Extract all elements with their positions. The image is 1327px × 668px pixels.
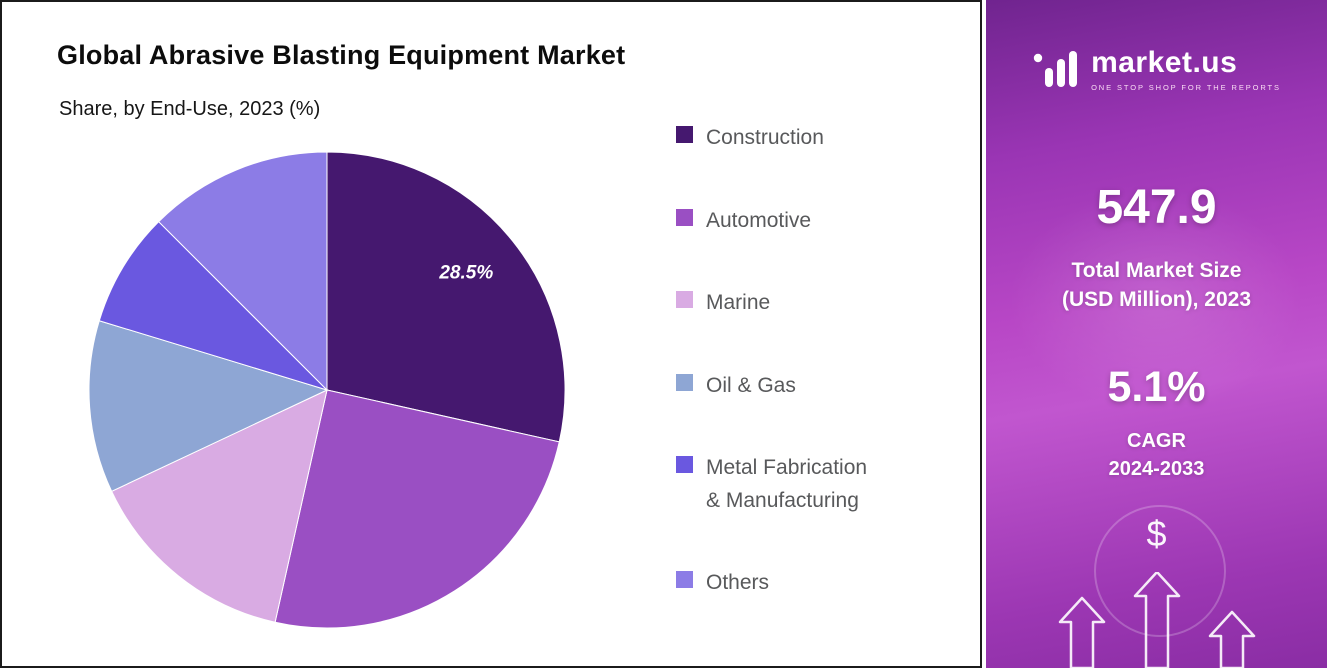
brand: market.us ONE STOP SHOP FOR THE REPORTS: [986, 46, 1327, 92]
legend-swatch: [676, 571, 693, 589]
pie-data-label: 28.5%: [438, 262, 493, 283]
legend-item-metal-fabrication-manufacturing: Metal Fabrication & Manufacturing: [676, 452, 867, 517]
sidebar: market.us ONE STOP SHOP FOR THE REPORTS …: [986, 0, 1327, 668]
legend-swatch: [676, 373, 693, 391]
legend-label: Marine: [706, 291, 771, 315]
marketus-logo-icon: [1033, 51, 1078, 87]
brand-tagline: ONE STOP SHOP FOR THE REPORTS: [1091, 83, 1281, 92]
pie-slice-others: [158, 151, 328, 392]
legend-item-construction: Construction: [676, 122, 867, 155]
pie-slice-metal-fabrication-manufacturing: [98, 221, 328, 391]
legend-item-others: Others: [676, 567, 867, 600]
cagr-label-line2: 2024-2033: [1108, 457, 1205, 480]
legend-item-marine: Marine: [676, 287, 867, 320]
legend-label: Automotive: [706, 208, 812, 232]
pie-slice-oil-gas: [88, 320, 329, 493]
legend-swatch: [676, 291, 693, 309]
legend-label: Metal Fabrication & Manufacturing: [706, 456, 868, 512]
legend-label: Oil & Gas: [706, 373, 796, 397]
legend-swatch: [676, 456, 693, 474]
dollar-icon: $: [1146, 513, 1167, 555]
brand-text: market.us ONE STOP SHOP FOR THE REPORTS: [1091, 46, 1281, 92]
legend-item-automotive: Automotive: [676, 205, 867, 238]
pie-slice-construction: [326, 151, 566, 443]
legend-label: Others: [706, 571, 770, 595]
market-size-value: 547.9: [1096, 181, 1217, 234]
market-size-label-line1: Total Market Size: [1071, 259, 1242, 282]
pie-slice-marine: [110, 389, 328, 623]
cagr-value: 5.1%: [1107, 362, 1206, 411]
cagr-label-line1: CAGR: [1127, 429, 1186, 452]
legend-swatch: [676, 208, 693, 226]
chart-title: Global Abrasive Blasting Equipment Marke…: [57, 40, 626, 70]
legend-swatch: [676, 126, 693, 143]
pie-slice-automotive: [274, 389, 560, 629]
chart-subtitle: Share, by End-Use, 2023 (%): [59, 98, 321, 120]
legend-label: Construction: [706, 126, 824, 149]
brand-name: market.us: [1091, 46, 1238, 79]
growth-arrows-icon: [1058, 572, 1255, 668]
legend: Construction Automotive Marine Oil & Gas Met…: [676, 122, 867, 600]
pie-chart: 28.5%: [88, 151, 566, 629]
market-size-label-line2: (USD Million), 2023: [1061, 287, 1252, 311]
market-size-label: Total Market Size (USD Million), 2023: [986, 257, 1327, 315]
cagr-label: CAGR 2024-2033: [986, 428, 1327, 483]
chart-panel: Global Abrasive Blasting Equipment Marke…: [0, 0, 982, 668]
legend-item-oil-gas: Oil & Gas: [676, 370, 867, 403]
